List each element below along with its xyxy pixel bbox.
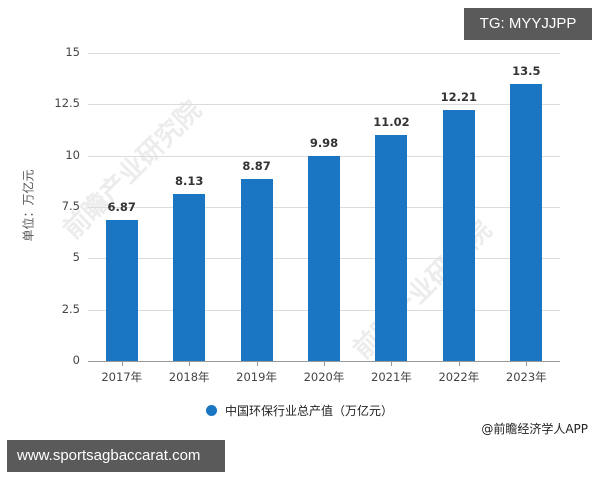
x-tick-label: 2021年 — [371, 370, 412, 384]
bar-value-label: 12.21 — [440, 90, 478, 105]
bar[interactable] — [308, 156, 340, 361]
y-tick-label: 12.5 — [54, 96, 80, 111]
x-tick-mark — [458, 361, 460, 366]
bar-value-label: 13.5 — [512, 63, 541, 78]
bar[interactable] — [510, 83, 543, 361]
y-tick-label: 5 — [72, 250, 80, 265]
bar-value-label: 9.98 — [309, 136, 339, 151]
bar-value-label: 8.87 — [242, 158, 271, 173]
x-tick-label: 2018年 — [168, 370, 210, 384]
x-tick-label: 2023年 — [505, 370, 547, 384]
bar-value-label: 11.02 — [373, 114, 410, 129]
x-tick-mark — [189, 361, 191, 366]
x-tick-mark — [391, 361, 393, 366]
bar[interactable] — [173, 194, 206, 361]
y-axis-label: 单位：万亿元 — [21, 169, 36, 242]
legend-dot-icon — [206, 405, 217, 416]
gridline — [88, 53, 560, 54]
legend-label: 中国环保行业总产值（万亿元） — [225, 404, 394, 418]
bar[interactable] — [240, 178, 273, 361]
x-tick-label: 2019年 — [236, 370, 277, 384]
x-tick-label: 2020年 — [303, 370, 345, 384]
legend[interactable]: 中国环保行业总产值（万亿元） — [206, 402, 393, 419]
y-tick-label: 2.5 — [61, 301, 80, 316]
x-tick-mark — [256, 361, 258, 366]
source-credit: @前瞻经济学人APP — [481, 422, 588, 436]
y-tick-label: 10 — [65, 147, 80, 162]
y-tick-label: 15 — [65, 45, 80, 59]
bar-value-label: 6.87 — [107, 199, 136, 214]
gridline — [88, 104, 560, 106]
x-tick-label: 2022年 — [438, 370, 480, 384]
bar-value-label: 8.13 — [174, 174, 204, 189]
bar[interactable] — [105, 219, 138, 361]
x-tick-mark — [526, 361, 528, 366]
url-overlay-badge[interactable]: www.sportsagbaccarat.com — [7, 440, 225, 472]
y-tick-label: 0 — [72, 353, 80, 367]
x-tick-mark — [121, 361, 123, 366]
y-tick-label: 7.5 — [61, 199, 80, 213]
bar[interactable] — [442, 110, 475, 361]
x-tick-label: 2017年 — [101, 370, 143, 384]
tg-overlay-badge: TG: MYYJJPP — [464, 8, 592, 40]
x-tick-mark — [324, 361, 325, 366]
watermark: 前瞻产业研究院 — [347, 215, 498, 366]
bar[interactable] — [375, 134, 408, 361]
